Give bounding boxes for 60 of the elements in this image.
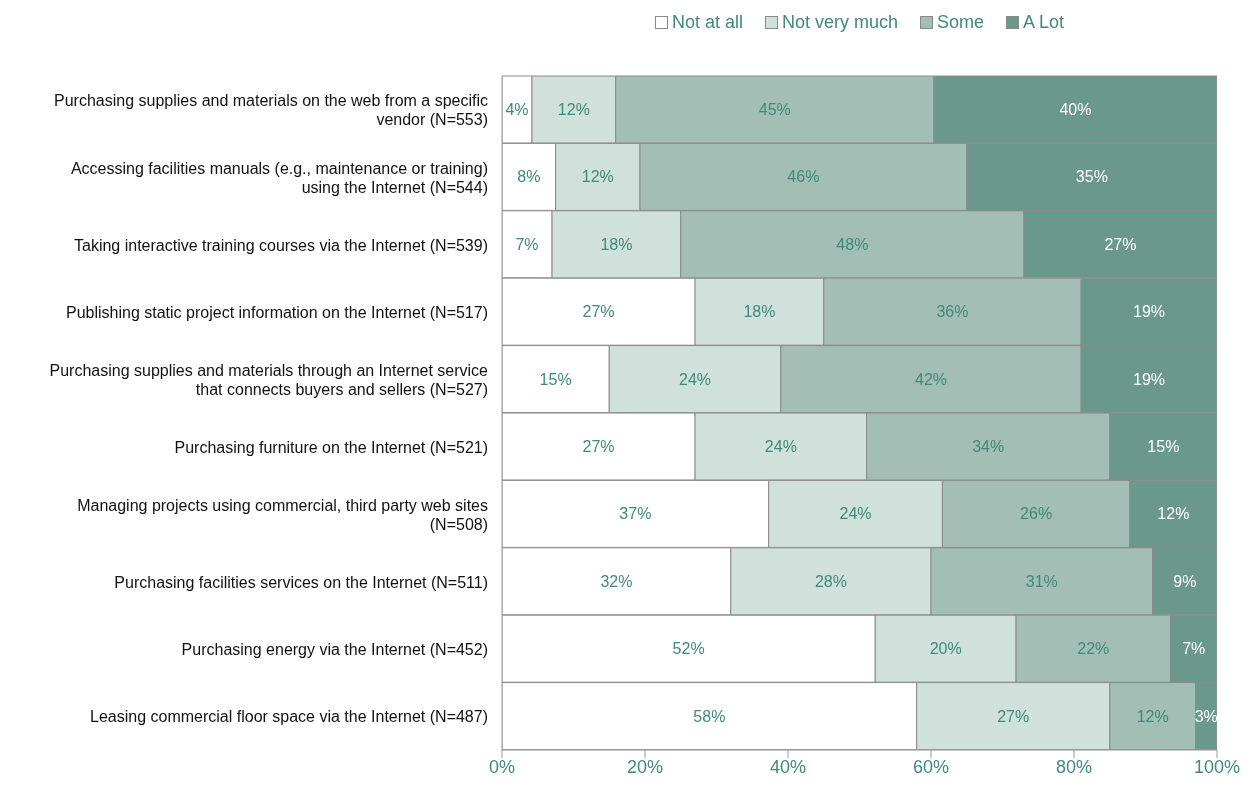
data-label: 45% (758, 101, 791, 118)
data-label: 4% (505, 101, 529, 118)
data-label: 46% (787, 168, 820, 186)
data-label: 24% (764, 438, 797, 455)
y-tick-label: Accessing facilities manuals (e.g., maintenance or training) using the Internet (N=544) (70, 159, 488, 196)
data-label: 7% (1182, 640, 1206, 658)
y-tick-label: Taking interactive training courses via the Internet (N=539) (74, 236, 488, 253)
data-label: 3% (1194, 707, 1218, 725)
data-label: 34% (972, 438, 1005, 455)
data-label: 52% (672, 640, 705, 658)
data-label: 19% (1133, 303, 1166, 321)
data-label: 32% (600, 572, 633, 590)
data-label: 42% (914, 370, 948, 388)
legend-label: Not at all (670, 12, 743, 33)
data-label: 18% (743, 303, 776, 321)
data-label: 24% (839, 505, 872, 523)
legend-label: A Lot (1022, 12, 1065, 33)
x-tick-label: 100% (1193, 756, 1241, 777)
data-label: 27% (582, 303, 615, 321)
data-label: 15% (539, 370, 572, 388)
data-label: 12% (581, 168, 614, 186)
data-label: 12% (557, 101, 590, 118)
data-label: 12% (1136, 707, 1169, 725)
data-label: 18% (600, 235, 633, 253)
data-label: 27% (582, 438, 615, 455)
data-label: 20% (929, 640, 962, 658)
y-tick-label: Publishing static project information on the Internet (N=517) (65, 303, 488, 321)
data-label: 19% (1133, 370, 1166, 388)
data-label: 26% (1020, 505, 1053, 523)
x-tick-label: 0% (488, 756, 516, 777)
y-tick-label: Purchasing furniture on the Internet (N=521) (174, 438, 488, 456)
data-label: 24% (679, 370, 712, 388)
x-tick-label: 80% (1055, 756, 1093, 777)
data-label: 58% (693, 707, 726, 725)
data-label: 28% (814, 572, 847, 590)
data-label: 7% (515, 235, 539, 253)
data-label: 12% (1157, 505, 1190, 523)
data-label: 15% (1147, 438, 1180, 455)
x-tick-label: 60% (912, 756, 950, 777)
data-label: 37% (619, 505, 652, 523)
y-tick-label: Purchasing supplies and materials on the web from a specific vendor (N=553) (54, 91, 488, 128)
y-tick-label: Managing projects using commercial, third party web sites (N=508) (77, 496, 488, 533)
data-label: 40% (1059, 101, 1092, 118)
legend-label: Not very much (780, 12, 898, 33)
legend-label: Some (936, 12, 985, 33)
y-tick-label: Purchasing facilities services on the Internet (N=511) (114, 573, 488, 590)
data-label: 36% (936, 303, 969, 321)
data-label: 9% (1173, 572, 1197, 590)
x-tick-label: 40% (769, 756, 807, 777)
data-label: 31% (1025, 572, 1058, 590)
data-label: 48% (836, 235, 869, 253)
data-label: 27% (997, 707, 1030, 725)
y-tick-label: Purchasing supplies and materials through an Internet service that connects buyers and sellers (N=527) (49, 361, 489, 398)
data-label: 22% (1077, 640, 1110, 658)
x-tick-label: 20% (626, 756, 664, 777)
data-label: 27% (1104, 235, 1137, 253)
y-tick-label: Purchasing energy via the Internet (N=452) (181, 640, 488, 658)
data-label: 8% (517, 168, 541, 186)
y-tick-label: Leasing commercial floor space via the Internet (N=487) (90, 707, 488, 725)
data-label: 35% (1075, 168, 1108, 186)
